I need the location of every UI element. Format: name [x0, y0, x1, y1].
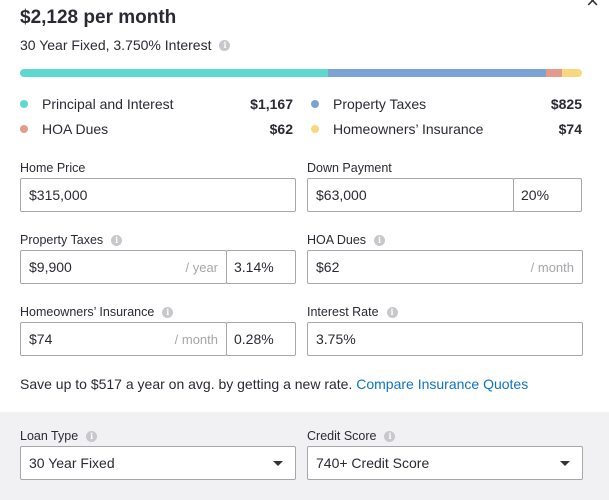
chevron-down-icon[interactable]: [273, 461, 283, 466]
property-taxes-percent[interactable]: 3.14%: [234, 259, 274, 275]
close-icon[interactable]: ×: [586, 0, 599, 13]
interest-rate-value[interactable]: 3.75%: [316, 331, 356, 347]
homeowners-insurance-label: Homeowners’ Insurance i: [20, 305, 174, 319]
info-icon[interactable]: i: [374, 234, 386, 246]
legend-value: $62: [269, 121, 293, 137]
legend-label: HOA Dues: [42, 121, 109, 137]
property-taxes-percent-input[interactable]: 3.14%: [226, 250, 296, 284]
legend-insurance: Homeowners’ Insurance: [311, 121, 483, 137]
savings-text: Save up to $517 a year on avg. by gettin…: [20, 376, 353, 392]
homeowners-insurance-percent-input[interactable]: 0.28%: [226, 322, 296, 356]
down-payment-label-text: Down Payment: [307, 161, 392, 175]
credit-score-label-text: Credit Score: [307, 429, 377, 443]
loan-type-select[interactable]: 30 Year Fixed: [20, 446, 296, 480]
down-payment-percent-input[interactable]: 20%: [513, 178, 582, 212]
legend-dot: [311, 125, 319, 133]
interest-rate-input[interactable]: 3.75%: [307, 322, 583, 356]
down-payment-label: Down Payment: [307, 161, 392, 175]
down-payment-input[interactable]: $63,000: [307, 178, 514, 212]
property-taxes-value[interactable]: $9,900: [29, 259, 72, 275]
home-price-label: Home Price: [20, 161, 85, 175]
legend-label: Principal and Interest: [42, 96, 174, 112]
loan-type-label: Loan Type i: [20, 429, 98, 443]
legend-dot: [20, 125, 28, 133]
hoa-dues-unit: / month: [530, 259, 574, 275]
bar-segment-hoa: [546, 69, 563, 77]
credit-score-label: Credit Score i: [307, 429, 396, 443]
loan-description-text: 30 Year Fixed, 3.750% Interest: [20, 37, 212, 53]
legend-hoa: HOA Dues: [20, 121, 108, 137]
loan-type-label-text: Loan Type: [20, 429, 79, 443]
homeowners-insurance-unit: / month: [174, 331, 218, 347]
down-payment-percent[interactable]: 20%: [521, 187, 550, 203]
legend-label: Homeowners’ Insurance: [333, 121, 484, 137]
property-taxes-input[interactable]: $9,900 / year: [20, 250, 227, 284]
homeowners-insurance-percent[interactable]: 0.28%: [234, 331, 274, 347]
legend-principal: Principal and Interest: [20, 96, 174, 112]
loan-options-panel: Loan Type i 30 Year Fixed Credit Score i…: [0, 412, 609, 500]
property-taxes-unit: / year: [185, 259, 218, 275]
bar-segment-insurance: [562, 69, 582, 77]
compare-insurance-link[interactable]: Compare Insurance Quotes: [356, 376, 529, 392]
info-icon[interactable]: i: [162, 306, 174, 318]
legend-dot: [311, 100, 319, 108]
legend-value: $1,167: [250, 96, 293, 112]
credit-score-select[interactable]: 740+ Credit Score: [307, 446, 583, 480]
loan-type-value[interactable]: 30 Year Fixed: [29, 455, 115, 471]
interest-rate-label: Interest Rate i: [307, 305, 398, 319]
info-icon[interactable]: i: [386, 306, 398, 318]
legend-dot: [20, 100, 28, 108]
hoa-dues-input[interactable]: $62 / month: [307, 250, 583, 284]
savings-message: Save up to $517 a year on avg. by gettin…: [20, 376, 528, 392]
down-payment-value[interactable]: $63,000: [316, 187, 367, 203]
loan-description: 30 Year Fixed, 3.750% Interest i: [20, 37, 231, 53]
legend-value: $74: [558, 121, 582, 137]
chevron-down-icon[interactable]: [560, 461, 570, 466]
info-icon[interactable]: i: [219, 39, 231, 51]
hoa-dues-label: HOA Dues i: [307, 233, 386, 247]
bar-segment-principal: [20, 69, 329, 77]
home-price-input[interactable]: $315,000: [20, 178, 296, 212]
legend-label: Property Taxes: [333, 96, 427, 112]
hoa-dues-label-text: HOA Dues: [307, 233, 367, 247]
info-icon[interactable]: i: [111, 234, 123, 246]
hoa-dues-value[interactable]: $62: [316, 259, 340, 275]
info-icon[interactable]: i: [384, 430, 396, 442]
credit-score-value[interactable]: 740+ Credit Score: [316, 455, 430, 471]
monthly-payment-title: $2,128 per month: [20, 7, 177, 28]
homeowners-insurance-label-text: Homeowners’ Insurance: [20, 305, 155, 319]
payment-breakdown-bar: [20, 69, 582, 77]
info-icon[interactable]: i: [86, 430, 98, 442]
property-taxes-label: Property Taxes i: [20, 233, 123, 247]
home-price-label-text: Home Price: [20, 161, 86, 175]
property-taxes-label-text: Property Taxes: [20, 233, 104, 247]
homeowners-insurance-input[interactable]: $74 / month: [20, 322, 227, 356]
homeowners-insurance-value[interactable]: $74: [29, 331, 53, 347]
interest-rate-label-text: Interest Rate: [307, 305, 379, 319]
home-price-value[interactable]: $315,000: [29, 187, 88, 203]
bar-segment-property-taxes: [328, 69, 547, 77]
legend-property-taxes: Property Taxes: [311, 96, 426, 112]
legend-value: $825: [550, 96, 582, 112]
